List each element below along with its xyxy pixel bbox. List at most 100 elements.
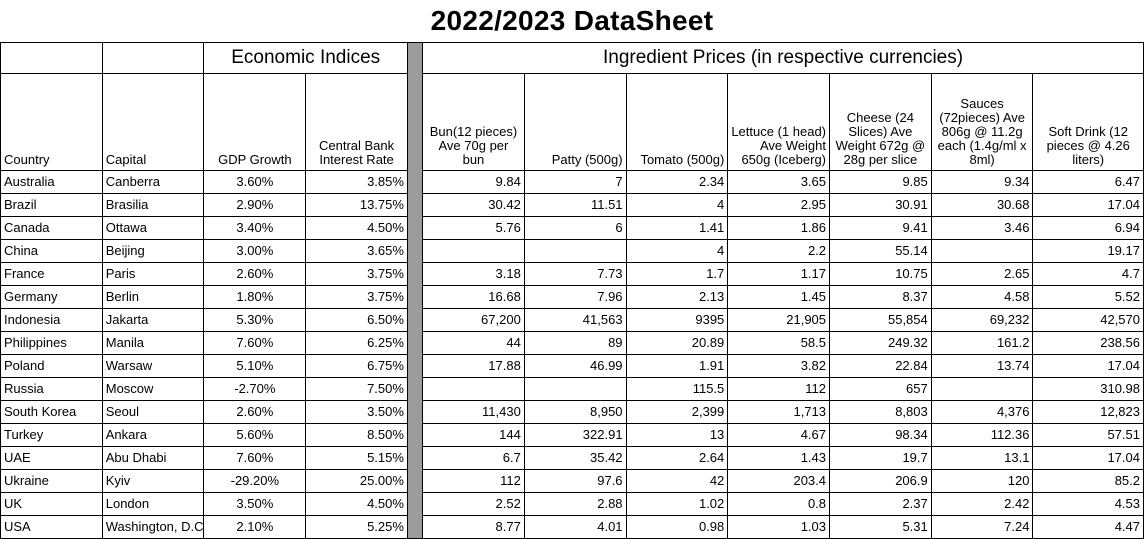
cell-cheese[interactable]: 30.91 xyxy=(829,193,932,217)
cell-gdp-growth[interactable]: 3.00% xyxy=(203,239,307,263)
cell-tomato[interactable]: 2,399 xyxy=(625,400,729,424)
cell-bun[interactable] xyxy=(422,377,525,401)
cell-gdp-growth[interactable]: -29.20% xyxy=(203,469,307,493)
cell-cheese[interactable]: 8,803 xyxy=(829,400,932,424)
cell-capital[interactable]: Berlin xyxy=(101,285,205,309)
cell-tomato[interactable]: 2.64 xyxy=(625,446,729,470)
cell-lettuce[interactable]: 1,713 xyxy=(727,400,831,424)
cell-interest-rate[interactable]: 3.75% xyxy=(305,285,408,309)
cell-cheese[interactable]: 206.9 xyxy=(829,469,932,493)
header-soft-drink[interactable]: Soft Drink (12 pieces @ 4.26 liters) xyxy=(1032,73,1144,171)
cell-patty[interactable]: 89 xyxy=(523,331,627,355)
cell-country[interactable]: Canada xyxy=(0,216,103,240)
cell-bun[interactable]: 3.18 xyxy=(422,262,525,286)
cell-soft-drink[interactable]: 6.47 xyxy=(1032,170,1144,194)
header-bun[interactable]: Bun(12 pieces) Ave 70g per bun xyxy=(422,73,525,171)
cell-cheese[interactable]: 10.75 xyxy=(829,262,932,286)
cell-sauces[interactable]: 13.1 xyxy=(930,446,1034,470)
cell-bun[interactable]: 2.52 xyxy=(422,492,525,516)
cell-patty[interactable]: 4.01 xyxy=(523,515,627,539)
cell-patty[interactable]: 97.6 xyxy=(523,469,627,493)
cell-interest-rate[interactable]: 3.65% xyxy=(305,239,408,263)
cell-country[interactable]: Australia xyxy=(0,170,103,194)
cell-tomato[interactable]: 1.41 xyxy=(625,216,729,240)
cell-patty[interactable]: 41,563 xyxy=(523,308,627,332)
cell-lettuce[interactable]: 2.2 xyxy=(727,239,831,263)
cell-sauces[interactable]: 4,376 xyxy=(930,400,1034,424)
cell-cheese[interactable]: 55.14 xyxy=(829,239,932,263)
cell-tomato[interactable]: 1.02 xyxy=(625,492,729,516)
cell-capital[interactable]: Warsaw xyxy=(101,354,205,378)
cell-lettuce[interactable]: 3.65 xyxy=(727,170,831,194)
cell-sauces[interactable]: 30.68 xyxy=(930,193,1034,217)
cell-gdp-growth[interactable]: 7.60% xyxy=(203,331,307,355)
cell-country[interactable]: Philippines xyxy=(0,331,103,355)
cell-cheese[interactable]: 5.31 xyxy=(829,515,932,539)
cell-interest-rate[interactable]: 5.15% xyxy=(305,446,408,470)
cell-capital[interactable]: Kyiv xyxy=(101,469,205,493)
cell-capital[interactable]: Jakarta xyxy=(101,308,205,332)
cell-country[interactable]: Ukraine xyxy=(0,469,103,493)
cell-gdp-growth[interactable]: 5.60% xyxy=(203,423,307,447)
cell-country[interactable]: UK xyxy=(0,492,103,516)
cell-gdp-growth[interactable]: 2.10% xyxy=(203,515,307,539)
cell-gdp-growth[interactable]: 7.60% xyxy=(203,446,307,470)
cell-lettuce[interactable]: 4.67 xyxy=(727,423,831,447)
cell-soft-drink[interactable]: 17.04 xyxy=(1032,446,1144,470)
cell-capital[interactable]: Ottawa xyxy=(101,216,205,240)
cell-bun[interactable]: 44 xyxy=(422,331,525,355)
cell-bun[interactable]: 9.84 xyxy=(422,170,525,194)
cell-sauces[interactable]: 4.58 xyxy=(930,285,1034,309)
cell-lettuce[interactable]: 1.86 xyxy=(727,216,831,240)
cell-patty[interactable] xyxy=(523,377,627,401)
group-economic-indices[interactable]: Economic Indices xyxy=(203,42,408,74)
cell-cheese[interactable]: 9.85 xyxy=(829,170,932,194)
cell-soft-drink[interactable]: 57.51 xyxy=(1032,423,1144,447)
cell-bun[interactable]: 11,430 xyxy=(422,400,525,424)
cell-bun[interactable]: 144 xyxy=(422,423,525,447)
cell-country[interactable]: South Korea xyxy=(0,400,103,424)
header-tomato[interactable]: Tomato (500g) xyxy=(625,73,729,171)
cell-country[interactable]: Poland xyxy=(0,354,103,378)
cell-lettuce[interactable]: 3.82 xyxy=(727,354,831,378)
cell-soft-drink[interactable]: 42,570 xyxy=(1032,308,1144,332)
cell-sauces[interactable]: 120 xyxy=(930,469,1034,493)
cell-gdp-growth[interactable]: 5.10% xyxy=(203,354,307,378)
cell-lettuce[interactable]: 203.4 xyxy=(727,469,831,493)
cell-interest-rate[interactable]: 5.25% xyxy=(305,515,408,539)
cell-gdp-growth[interactable]: 2.60% xyxy=(203,262,307,286)
cell-interest-rate[interactable]: 6.50% xyxy=(305,308,408,332)
cell-sauces[interactable]: 2.42 xyxy=(930,492,1034,516)
cell-bun[interactable]: 5.76 xyxy=(422,216,525,240)
cell-cheese[interactable]: 55,854 xyxy=(829,308,932,332)
cell-patty[interactable]: 6 xyxy=(523,216,627,240)
cell-tomato[interactable]: 0.98 xyxy=(625,515,729,539)
cell-cheese[interactable]: 22.84 xyxy=(829,354,932,378)
cell-interest-rate[interactable]: 6.75% xyxy=(305,354,408,378)
cell-tomato[interactable]: 4 xyxy=(625,239,729,263)
cell-capital[interactable]: Seoul xyxy=(101,400,205,424)
cell-gdp-growth[interactable]: 2.90% xyxy=(203,193,307,217)
cell-gdp-growth[interactable]: -2.70% xyxy=(203,377,307,401)
cell-cheese[interactable]: 9.41 xyxy=(829,216,932,240)
cell-tomato[interactable]: 4 xyxy=(625,193,729,217)
header-country[interactable]: Country xyxy=(0,73,103,171)
cell-patty[interactable]: 46.99 xyxy=(523,354,627,378)
cell-tomato[interactable]: 1.7 xyxy=(625,262,729,286)
cell-gdp-growth[interactable]: 5.30% xyxy=(203,308,307,332)
cell-country[interactable]: Germany xyxy=(0,285,103,309)
header-lettuce[interactable]: Lettuce (1 head) Ave Weight 650g (Iceber… xyxy=(727,73,831,171)
cell-soft-drink[interactable]: 4.53 xyxy=(1032,492,1144,516)
cell-sauces[interactable]: 69,232 xyxy=(930,308,1034,332)
cell-lettuce[interactable]: 1.17 xyxy=(727,262,831,286)
cell-capital[interactable]: Ankara xyxy=(101,423,205,447)
cell-cheese[interactable]: 8.37 xyxy=(829,285,932,309)
cell-interest-rate[interactable]: 4.50% xyxy=(305,492,408,516)
cell-tomato[interactable]: 1.91 xyxy=(625,354,729,378)
cell-country[interactable]: Brazil xyxy=(0,193,103,217)
cell-bun[interactable]: 17.88 xyxy=(422,354,525,378)
cell-country[interactable]: Turkey xyxy=(0,423,103,447)
cell-bun[interactable]: 30.42 xyxy=(422,193,525,217)
cell-soft-drink[interactable]: 17.04 xyxy=(1032,354,1144,378)
cell-sauces[interactable]: 7.24 xyxy=(930,515,1034,539)
